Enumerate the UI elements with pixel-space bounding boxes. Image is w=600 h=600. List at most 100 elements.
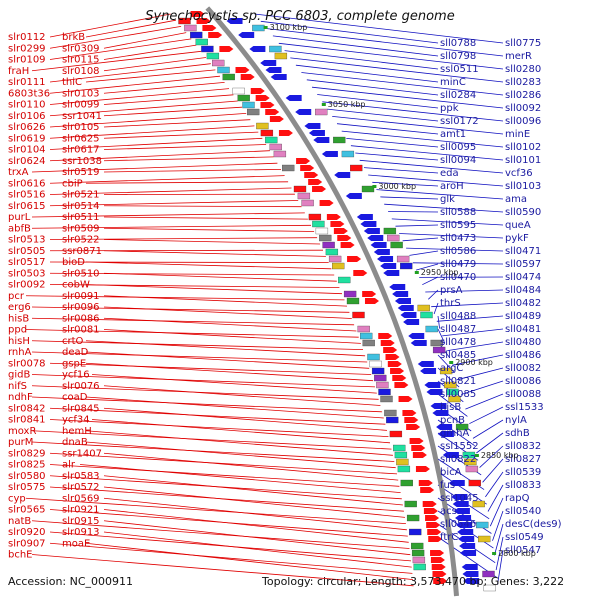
connector-line-left (49, 407, 386, 425)
forward-feature (380, 340, 395, 346)
connector-line-left (79, 464, 401, 493)
connector-line-left (31, 385, 379, 400)
gene-label-right: sll0547 (505, 545, 541, 556)
gene-label-right: fus (440, 480, 455, 491)
connector-line-right (433, 302, 439, 315)
category-block (425, 325, 438, 333)
connector-line-left (103, 156, 274, 162)
gene-label-left: ssr1038 (62, 156, 102, 167)
forward-feature (426, 522, 441, 528)
forward-feature (190, 11, 205, 17)
gene-label-left: slr0086 (62, 313, 100, 324)
forward-feature (378, 333, 393, 339)
category-block (432, 346, 446, 354)
category-block (260, 129, 274, 137)
category-block (184, 24, 197, 32)
gene-label-left: slr0825 (8, 460, 46, 471)
gene-label-left: slr0078 (8, 358, 46, 369)
forward-feature (420, 487, 435, 493)
gene-label-right: argC (440, 363, 463, 374)
connector-line-right (388, 211, 439, 213)
connector-line-left (49, 88, 230, 105)
category-block (478, 535, 491, 543)
gene-label-left: cobW (62, 280, 90, 291)
connector-line-left (85, 362, 374, 382)
gene-label-left: dnaB (62, 437, 88, 448)
category-block (301, 199, 314, 207)
connector-line-left (31, 162, 278, 173)
position-tick (449, 361, 454, 364)
position-tick (414, 271, 419, 274)
category-block (362, 339, 375, 347)
gene-label-left: moaE (62, 538, 90, 549)
gene-label-left: slr0513 (8, 235, 46, 246)
connector-line-left (49, 113, 247, 128)
connector-line-right (395, 224, 439, 227)
connector-line-left (49, 452, 398, 475)
forward-feature (390, 368, 405, 374)
connector-line-left (49, 542, 413, 574)
category-block (328, 255, 342, 263)
gene-label-left: slr0845 (62, 403, 100, 414)
reverse-feature (436, 424, 453, 430)
reverse-feature (437, 431, 454, 437)
connector-line-right (295, 64, 439, 83)
gene-label-right: ssl0511 (440, 64, 479, 75)
reverse-feature (270, 74, 287, 80)
forward-feature (265, 109, 280, 115)
gene-label-right: ppk (440, 103, 459, 114)
connector-line-right (476, 432, 504, 454)
category-block (325, 248, 339, 256)
category-block (411, 549, 425, 557)
category-block (315, 108, 328, 116)
forward-feature (427, 529, 442, 535)
category-block (444, 381, 457, 389)
gene-label-left: slr0112 (8, 32, 46, 43)
forward-feature (326, 214, 341, 220)
gene-label-left: slr0583 (62, 471, 100, 482)
reverse-feature (400, 312, 417, 318)
category-block (256, 122, 269, 130)
gene-label-left: hemH (62, 426, 92, 437)
gene-label-right: sll0588 (440, 207, 476, 218)
forward-feature (404, 417, 419, 423)
reverse-feature (389, 284, 406, 290)
reverse-feature (367, 235, 384, 241)
gene-label-left: slr0626 (8, 122, 46, 133)
connector-line-left (49, 237, 318, 240)
connector-line-left (49, 419, 389, 437)
gene-label-left: ppd (8, 325, 27, 336)
gene-label-left: moxR (8, 426, 36, 437)
category-block (312, 220, 325, 228)
category-block (265, 136, 278, 144)
gene-label-right: sll0590 (505, 207, 541, 218)
category-block (346, 297, 360, 305)
gene-label-left: natB (8, 516, 31, 527)
connector-line-right (350, 145, 504, 161)
connector-line-left (85, 284, 343, 295)
reverse-feature (462, 571, 479, 577)
connector-line-left (103, 329, 361, 344)
connector-line-left (25, 329, 359, 338)
gene-label-left: slr0517 (8, 257, 46, 268)
gene-label-right: nylA (505, 415, 527, 426)
gene-label-right: minC (440, 77, 466, 88)
forward-feature (278, 130, 293, 136)
connector-line-left (31, 396, 383, 413)
category-block (338, 276, 351, 284)
connector-line-right (322, 101, 504, 122)
reverse-feature (265, 67, 282, 73)
gene-label-left: cyp (8, 493, 26, 504)
reverse-feature (463, 578, 480, 584)
connector-line-right (406, 247, 504, 252)
forward-feature (219, 46, 234, 52)
connector-line-left (31, 306, 350, 313)
category-block (341, 150, 355, 158)
gene-label-left: slr0099 (62, 100, 100, 111)
connector-line-left (91, 374, 377, 394)
connector-line-right (442, 328, 504, 337)
reverse-feature (455, 515, 472, 521)
gene-label-left: 6803t36 (8, 88, 50, 99)
forward-feature (353, 270, 368, 276)
